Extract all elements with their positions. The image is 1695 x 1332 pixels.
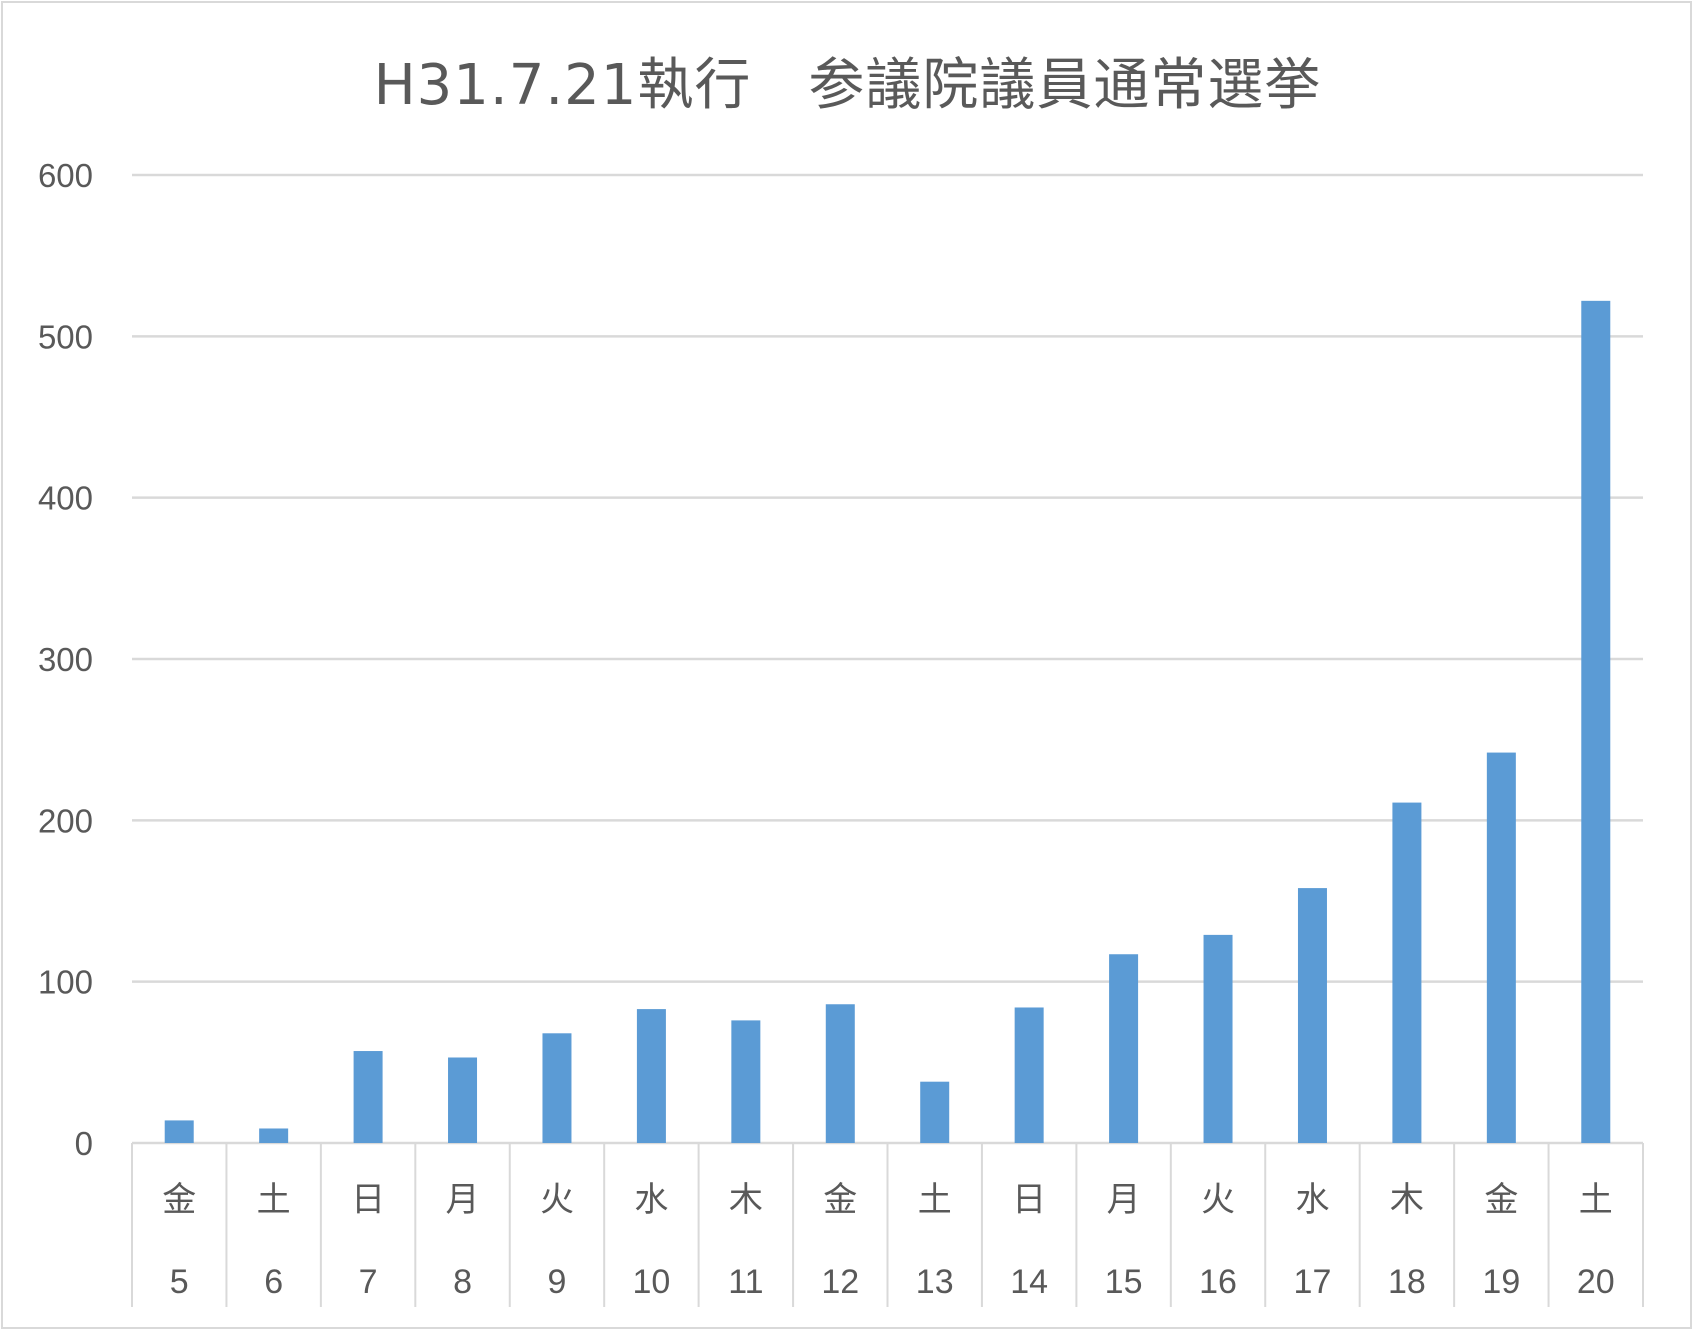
x-tick-label-day: 10 [632, 1263, 670, 1301]
x-tick-label-weekday: 金 [823, 1180, 857, 1220]
x-tick-label-weekday: 金 [1484, 1180, 1518, 1220]
x-tick-label-day: 9 [548, 1263, 567, 1301]
x-tick-label-weekday: 月 [1107, 1180, 1141, 1220]
x-tick-label-weekday: 火 [1201, 1180, 1235, 1220]
bar [164, 1120, 194, 1143]
x-tick-label-day: 7 [359, 1263, 378, 1301]
x-tick-label-day: 19 [1482, 1263, 1520, 1301]
y-tick-label: 500 [38, 318, 93, 355]
bar [1486, 752, 1516, 1143]
x-tick-label-weekday: 木 [1390, 1180, 1424, 1220]
bar [636, 1009, 666, 1143]
bar [448, 1057, 478, 1143]
chart-title: H31.7.21執行 参議院議員通常選挙 [373, 53, 1322, 118]
x-tick-label-day: 18 [1388, 1263, 1426, 1301]
x-tick-label-weekday: 日 [1012, 1180, 1046, 1220]
x-tick-label-weekday: 水 [634, 1180, 668, 1220]
x-tick-label-weekday: 日 [351, 1180, 385, 1220]
y-tick-label: 600 [38, 157, 93, 194]
x-tick-label-day: 5 [170, 1263, 189, 1301]
bar [1014, 1007, 1044, 1143]
x-tick-label-day: 15 [1105, 1263, 1143, 1301]
bar [825, 1004, 855, 1143]
y-tick-label: 200 [38, 802, 93, 839]
x-tick-label-day: 20 [1577, 1263, 1615, 1301]
x-tick-label-day: 14 [1010, 1263, 1048, 1301]
x-tick-label-weekday: 土 [1579, 1180, 1613, 1220]
bar [1297, 888, 1327, 1143]
x-tick-label-day: 17 [1294, 1263, 1332, 1301]
x-tick-label-weekday: 土 [918, 1180, 952, 1220]
y-tick-label: 300 [38, 641, 93, 678]
x-tick-label-weekday: 金 [162, 1180, 196, 1220]
bar [259, 1128, 289, 1143]
bar [1581, 300, 1611, 1144]
bar [1392, 802, 1422, 1143]
x-tick-label-day: 16 [1199, 1263, 1237, 1301]
x-tick-label-weekday: 火 [540, 1180, 574, 1220]
x-tick-label-weekday: 土 [257, 1180, 291, 1220]
bar [542, 1033, 572, 1143]
bar [1109, 954, 1139, 1143]
y-tick-label: 400 [38, 480, 93, 517]
x-tick-label-weekday: 水 [1295, 1180, 1329, 1220]
bar [920, 1081, 950, 1143]
x-tick-label-day: 12 [821, 1263, 859, 1301]
y-tick-label: 100 [38, 964, 93, 1001]
bar [731, 1020, 761, 1143]
x-tick-label-weekday: 月 [446, 1180, 480, 1220]
bar [353, 1051, 383, 1143]
y-tick-label: 0 [75, 1125, 93, 1162]
bar [1203, 934, 1233, 1143]
x-tick-label-day: 8 [453, 1263, 472, 1301]
x-tick-label-day: 13 [916, 1263, 954, 1301]
x-tick-label-day: 11 [728, 1263, 763, 1301]
x-tick-label-weekday: 木 [729, 1180, 763, 1220]
x-tick-label-day: 6 [264, 1263, 283, 1301]
